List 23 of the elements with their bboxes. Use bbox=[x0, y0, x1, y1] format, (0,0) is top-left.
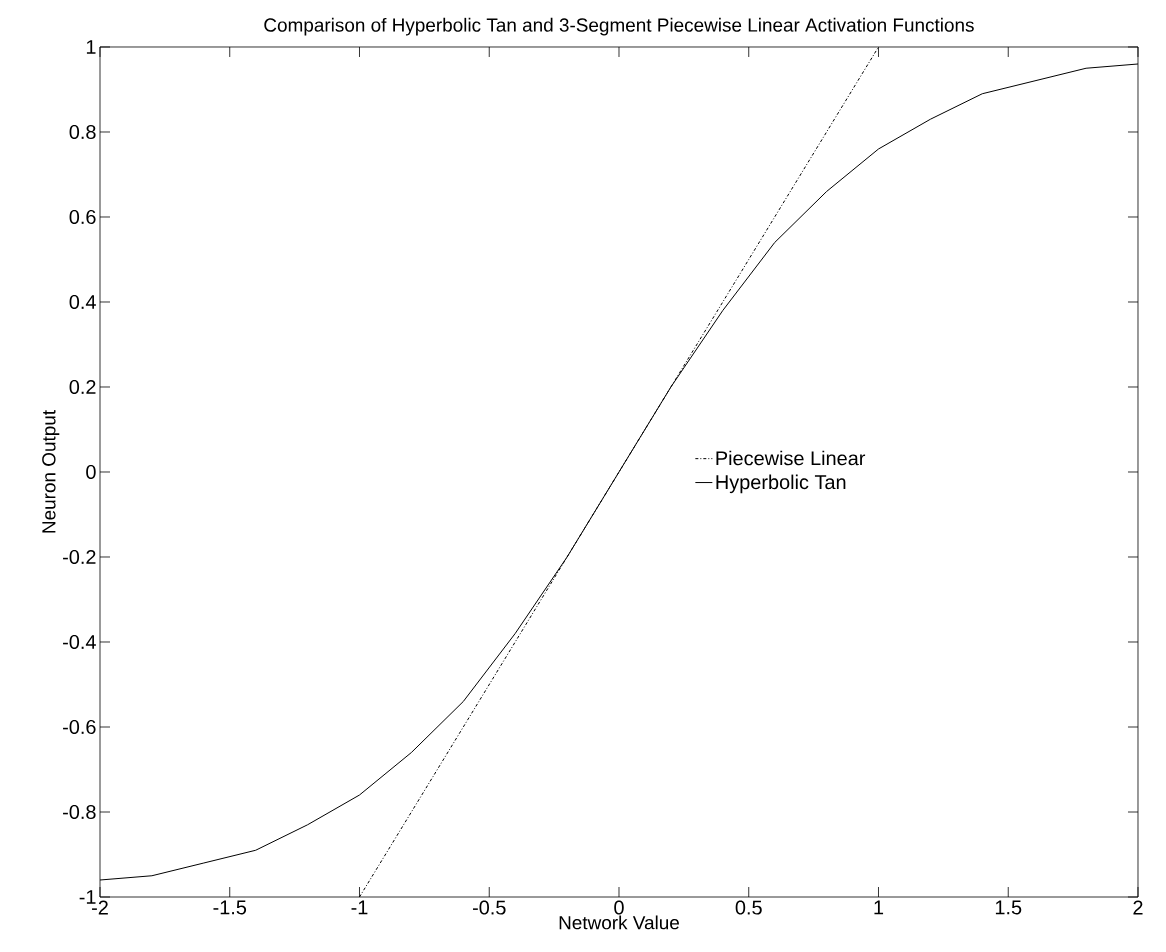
y-tick-label: 1 bbox=[86, 40, 96, 54]
x-tick-label: -0.5 bbox=[472, 900, 506, 915]
y-tick-label: -0.4 bbox=[63, 634, 96, 650]
x-tick-label: -1.5 bbox=[213, 900, 247, 915]
y-tick-label: 0.6 bbox=[69, 209, 96, 225]
x-tick-label: 1 bbox=[874, 900, 884, 915]
x-tick-label: 1.5 bbox=[995, 900, 1022, 915]
legend-label: Hyperbolic Tan bbox=[716, 474, 846, 494]
y-tick-label: 0.2 bbox=[69, 379, 96, 395]
x-tick-label: 0 bbox=[614, 900, 624, 915]
y-tick-label: 0 bbox=[86, 464, 96, 480]
x-tick-label: 2 bbox=[1133, 900, 1143, 915]
y-tick-label: -0.8 bbox=[63, 804, 96, 820]
y-axis-title: Neuron Output bbox=[42, 410, 60, 533]
y-tick-label: -0.6 bbox=[63, 719, 96, 735]
y-tick-label: -0.2 bbox=[63, 549, 96, 565]
chart-title: Comparison of Hyperbolic Tan and 3-Segment Piecewise Linear Activation Functions bbox=[264, 17, 974, 36]
y-tick-label: 0.4 bbox=[69, 294, 96, 310]
legend-label: Piecewise Linear bbox=[716, 450, 866, 466]
y-tick-label: 0.8 bbox=[69, 124, 96, 140]
x-tick-label: 0.5 bbox=[735, 900, 762, 915]
x-axis-title: Network Value bbox=[559, 915, 679, 930]
x-tick-label: -1 bbox=[351, 900, 368, 915]
